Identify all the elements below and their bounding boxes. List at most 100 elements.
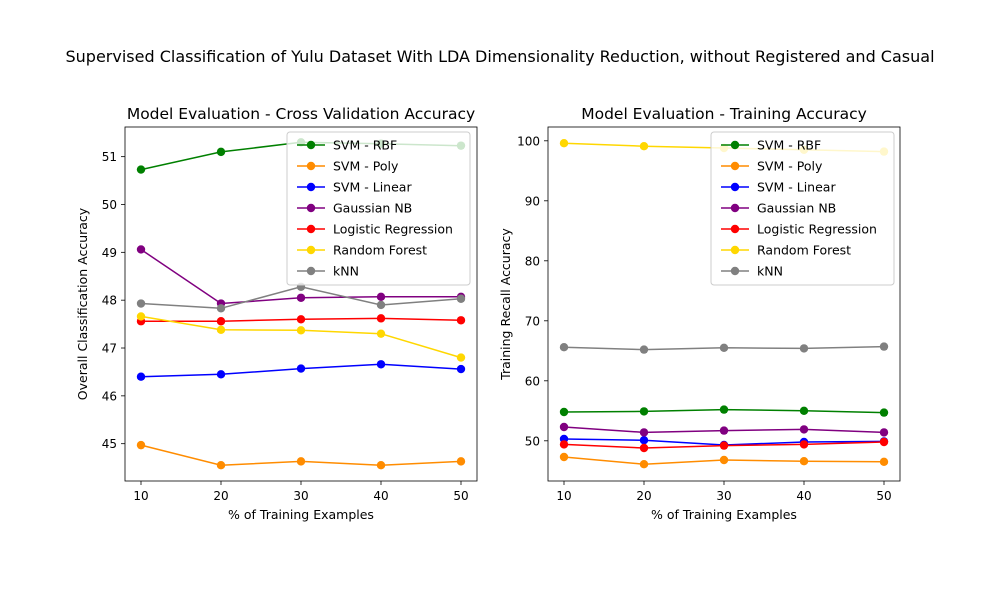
train-legend-marker	[730, 224, 740, 234]
train-x-tick-label: 30	[716, 489, 731, 503]
train-data-point	[719, 426, 729, 435]
cv-data-point	[136, 372, 146, 381]
train-data-point	[559, 139, 569, 148]
train-data-point	[879, 342, 889, 351]
cv-data-point	[296, 326, 306, 335]
cv-x-tick-label: 10	[133, 489, 148, 503]
cv-x-tick-label: 40	[373, 489, 388, 503]
train-legend-label: SVM - RBF	[757, 138, 821, 153]
train-data-point	[879, 428, 889, 437]
cv-y-tick-label: 46	[102, 389, 117, 403]
train-data-point	[559, 452, 569, 462]
cv-data-point	[296, 315, 306, 324]
cv-data-point	[376, 461, 386, 470]
train-data-point	[799, 440, 809, 449]
cv-data-point	[456, 457, 466, 466]
cv-data-point	[216, 147, 226, 157]
cv-data-point	[376, 360, 386, 369]
train-data-point	[639, 428, 649, 437]
train-data-point	[719, 405, 729, 414]
cv-y-axis-label: Overall Classification Accuracy	[75, 207, 90, 400]
train-data-point	[879, 457, 889, 466]
train-y-axis-label: Training Recall Accuracy	[498, 228, 513, 381]
train-y-tick-label: 60	[525, 374, 540, 388]
cv-data-point	[376, 300, 386, 310]
train-x-tick-label: 10	[556, 489, 571, 503]
cv-data-point	[216, 370, 226, 379]
train-x-tick-label: 20	[636, 489, 651, 503]
train-data-point	[719, 441, 729, 450]
cv-data-point	[136, 245, 146, 254]
cv-y-tick-label: 50	[102, 198, 117, 212]
cv-legend-marker	[306, 161, 316, 171]
train-legend-marker	[730, 140, 740, 150]
cv-data-point	[296, 364, 306, 373]
train-y-tick-label: 100	[517, 134, 540, 148]
cv-series-5	[136, 312, 466, 362]
cv-legend-marker	[306, 266, 316, 276]
train-data-point	[559, 440, 569, 449]
cv-data-point	[136, 165, 146, 174]
cv-x-tick-label: 20	[213, 489, 228, 503]
cv-legend-label: Random Forest	[333, 243, 427, 258]
cv-y-tick-label: 47	[102, 342, 117, 356]
train-series-1	[559, 452, 889, 469]
train-legend-label: Logistic Regression	[757, 222, 877, 237]
cv-legend-label: Logistic Regression	[333, 222, 453, 237]
cv-legend-marker	[306, 245, 316, 255]
train-data-point	[879, 408, 889, 417]
cv-legend-marker	[306, 224, 316, 234]
cv-legend: SVM - RBF SVM - Poly SVM - Linear Gaussian …	[286, 131, 471, 286]
train-data-point	[639, 460, 649, 469]
train-legend-label: SVM - Linear	[757, 180, 836, 195]
train-legend-item: SVM - Poly	[721, 159, 823, 174]
cv-legend-marker	[306, 182, 316, 192]
cv-x-tick-label: 30	[293, 489, 308, 503]
train-x-axis-label: % of Training Examples	[651, 507, 797, 522]
cv-legend-marker	[306, 203, 316, 213]
train-series-6	[559, 342, 889, 354]
train-legend-item: Gaussian NB	[721, 201, 836, 216]
cv-legend-item: Logistic Regression	[297, 222, 453, 237]
train-data-point	[719, 455, 729, 465]
train-legend-item: Logistic Regression	[721, 222, 877, 237]
train-legend-marker	[730, 203, 740, 213]
cv-legend-item: Gaussian NB	[297, 201, 412, 216]
train-legend-label: Random Forest	[757, 243, 851, 258]
train-data-point	[559, 422, 569, 432]
train-data-point	[639, 407, 649, 416]
cv-legend-label: kNN	[333, 264, 359, 279]
train-y-tick-label: 50	[525, 434, 540, 448]
train-data-point	[799, 406, 809, 415]
train-data-point	[799, 425, 809, 434]
train-legend-marker	[730, 182, 740, 192]
cv-legend-marker	[306, 140, 316, 150]
cv-legend-label: SVM - Poly	[333, 159, 399, 174]
cv-legend-label: SVM - RBF	[333, 138, 397, 153]
train-data-point	[639, 443, 649, 453]
cv-x-axis-label: % of Training Examples	[228, 507, 374, 522]
training-accuracy-panel: Model Evaluation - Training Accuracy 10 20…	[498, 105, 901, 522]
train-chart-title: Model Evaluation - Training Accuracy	[581, 105, 867, 123]
train-data-point	[799, 457, 809, 466]
cv-legend-item: SVM - RBF	[297, 138, 397, 153]
cv-chart-title: Model Evaluation - Cross Validation Accu…	[127, 105, 475, 123]
train-legend-marker	[730, 161, 740, 171]
cv-x-tick-label: 50	[453, 489, 468, 503]
cv-series-4	[136, 314, 466, 326]
train-y-tick-label: 70	[525, 314, 540, 328]
cv-legend-label: SVM - Linear	[333, 180, 412, 195]
train-legend-marker	[730, 245, 740, 255]
train-data-point	[799, 344, 809, 353]
cv-data-point	[376, 292, 386, 302]
cv-y-tick-label: 49	[102, 246, 117, 260]
cv-data-point	[216, 461, 226, 470]
train-legend: SVM - RBF SVM - Poly SVM - Linear Gaussian …	[710, 131, 895, 286]
train-legend-label: Gaussian NB	[757, 201, 836, 216]
train-legend-item: kNN	[721, 264, 783, 279]
cv-data-point	[456, 364, 466, 374]
figure-suptitle: Supervised Classification of Yulu Datase…	[65, 47, 934, 66]
cv-data-point	[136, 312, 146, 321]
cv-data-point	[216, 304, 226, 313]
